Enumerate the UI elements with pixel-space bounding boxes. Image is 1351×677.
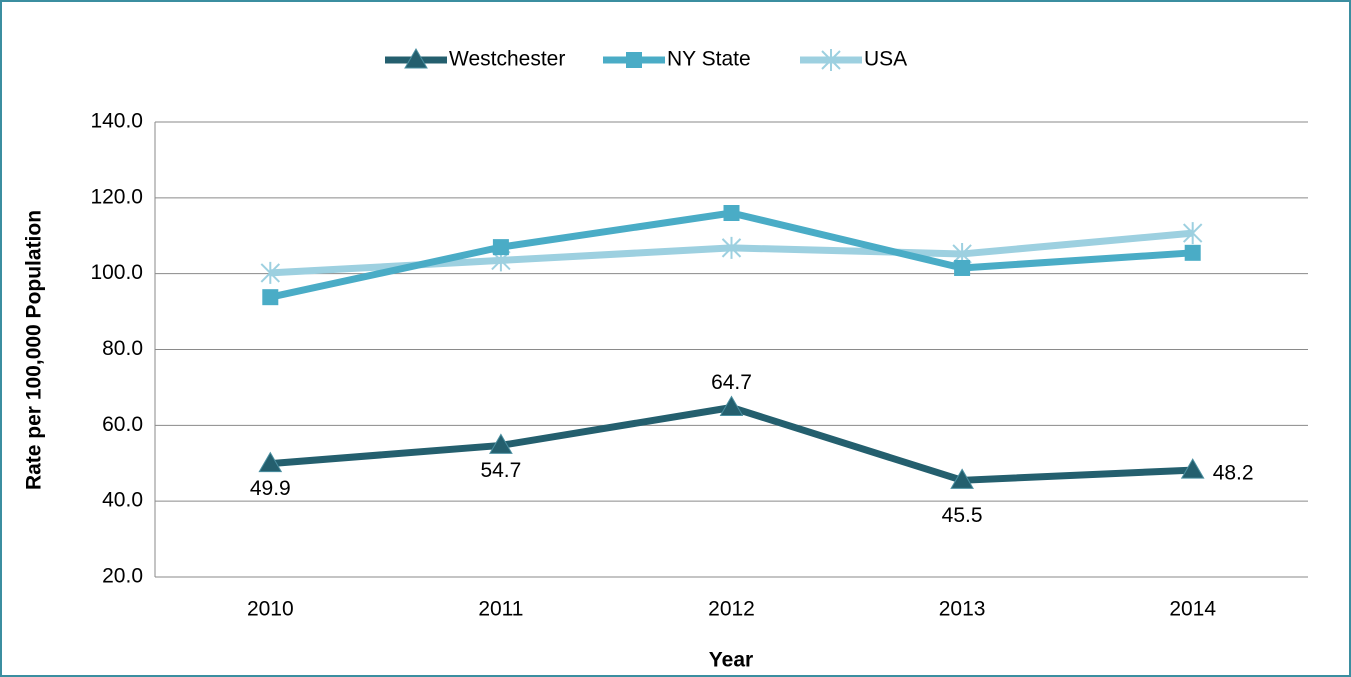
legend-label: NY State bbox=[667, 48, 751, 71]
x-tick-label: 2014 bbox=[1169, 598, 1216, 621]
marker bbox=[950, 468, 974, 489]
data-label: 49.9 bbox=[250, 477, 291, 500]
legend-label: USA bbox=[864, 48, 907, 71]
marker bbox=[626, 52, 642, 68]
y-tick-label: 60.0 bbox=[102, 413, 143, 436]
x-axis-label: Year bbox=[709, 649, 753, 672]
data-label: 54.7 bbox=[480, 459, 521, 482]
y-tick-label: 80.0 bbox=[102, 337, 143, 360]
y-tick-label: 140.0 bbox=[90, 110, 143, 133]
marker bbox=[404, 48, 428, 69]
x-tick-label: 2013 bbox=[939, 598, 986, 621]
y-tick-label: 40.0 bbox=[102, 489, 143, 512]
marker bbox=[1182, 222, 1203, 245]
marker bbox=[1184, 244, 1201, 261]
y-tick-label: 20.0 bbox=[102, 565, 143, 588]
data-label: 64.7 bbox=[711, 371, 752, 394]
marker bbox=[492, 239, 509, 256]
marker bbox=[260, 261, 281, 284]
marker bbox=[258, 451, 283, 473]
marker bbox=[1180, 458, 1205, 479]
legend-label: Westchester bbox=[449, 48, 565, 71]
marker bbox=[954, 259, 971, 276]
marker bbox=[489, 433, 513, 454]
y-tick-label: 120.0 bbox=[90, 185, 143, 208]
x-tick-label: 2012 bbox=[708, 598, 755, 621]
y-tick-label: 100.0 bbox=[90, 261, 143, 284]
marker bbox=[262, 289, 279, 306]
marker bbox=[721, 236, 742, 259]
data-label: 45.5 bbox=[942, 504, 983, 527]
marker bbox=[719, 395, 744, 417]
data-label: 48.2 bbox=[1213, 462, 1254, 485]
marker bbox=[821, 49, 841, 71]
x-tick-label: 2011 bbox=[478, 598, 523, 621]
marker bbox=[723, 205, 740, 221]
y-axis-label: Rate per 100,000 Population bbox=[23, 210, 46, 490]
x-tick-label: 2010 bbox=[247, 598, 294, 621]
